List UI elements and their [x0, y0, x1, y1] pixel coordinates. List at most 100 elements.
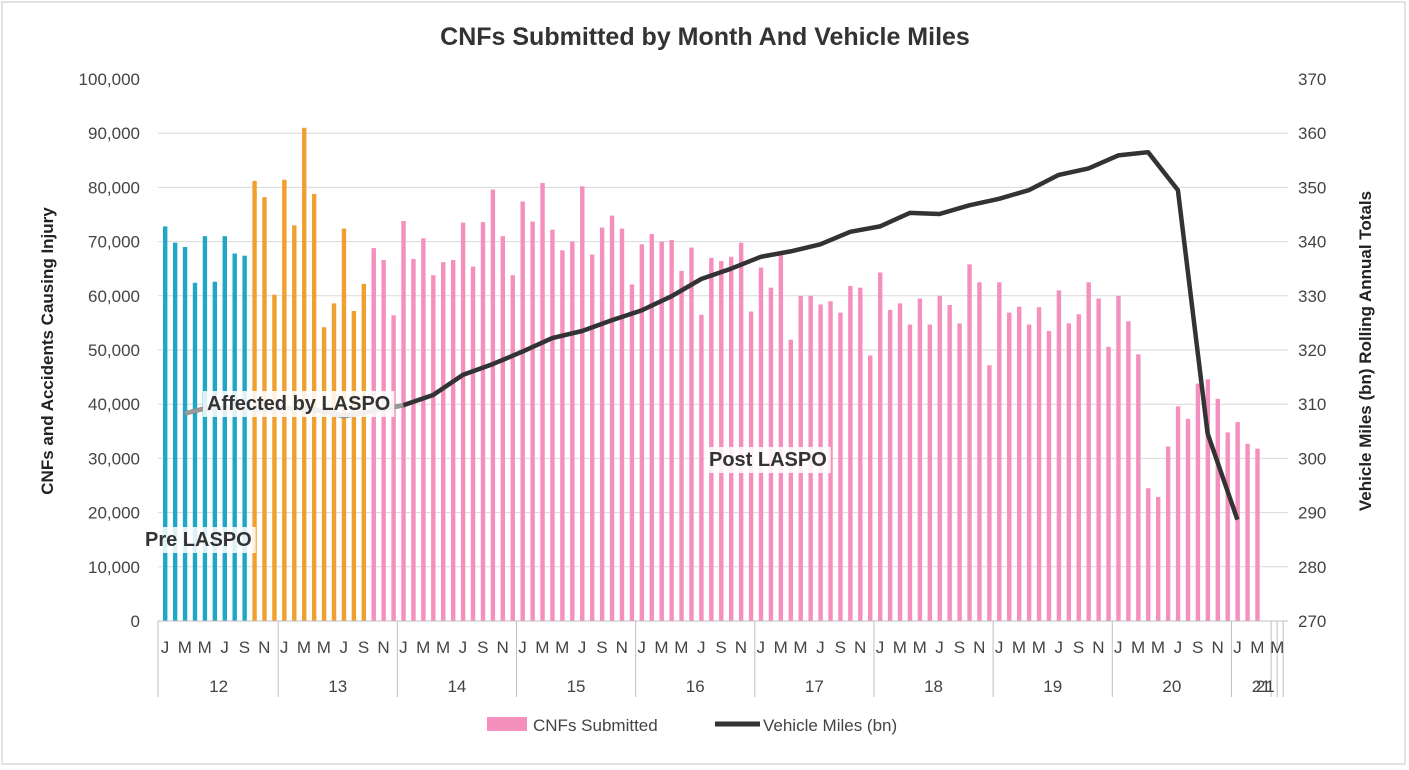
bar-cnfs: [540, 183, 545, 621]
month-tick-label: S: [596, 638, 607, 657]
y-tick-label: 10,000: [88, 558, 140, 577]
bar-cnfs: [987, 365, 992, 621]
month-tick-label: J: [280, 638, 289, 657]
y2-tick-label: 350: [1298, 178, 1326, 197]
month-tick-label: M: [1012, 638, 1026, 657]
bar-cnfs: [947, 305, 952, 621]
month-tick-label: J: [876, 638, 885, 657]
month-tick-label: M: [1131, 638, 1145, 657]
bar-cnfs: [1205, 379, 1211, 621]
y-axis-title: CNFs and Accidents Causing Injury: [38, 207, 57, 495]
annotation-affected-laspo: Affected by LASPO: [207, 393, 390, 415]
bar-cnfs: [1116, 295, 1121, 621]
y2-tick-label: 280: [1298, 558, 1326, 577]
y-tick-label: 30,000: [88, 449, 140, 468]
bar-cnfs: [182, 247, 188, 621]
year-tick-label: 17: [805, 677, 824, 696]
bar-cnfs: [758, 267, 764, 621]
chart-title: CNFs Submitted by Month And Vehicle Mile…: [440, 23, 970, 51]
tick-labels: 0 10,000 20,000 30,000 40,000 50,000 60,000 70,…: [79, 70, 1327, 696]
y-tick-label: 60,000: [88, 287, 140, 306]
bar-cnfs: [848, 286, 853, 621]
legend-label-miles: Vehicle Miles (bn): [763, 716, 897, 735]
annotation-pre-laspo-bg: [141, 527, 256, 553]
y2-tick-label: 290: [1298, 504, 1326, 523]
bar-cnfs: [550, 229, 555, 621]
bar-cnfs: [1225, 432, 1230, 621]
month-tick-label: J: [1114, 638, 1123, 657]
month-tick-label: M: [1151, 638, 1165, 657]
bar-cnfs: [719, 261, 724, 621]
month-tick-label: M: [913, 638, 927, 657]
bar-cnfs: [699, 314, 704, 621]
y-tick-label: 90,000: [88, 124, 140, 143]
bar-cnfs: [738, 242, 744, 621]
bar-cnfs: [659, 241, 664, 621]
bar-cnfs: [1007, 312, 1012, 621]
annotation-post-laspo: Post LASPO: [709, 449, 827, 471]
month-tick-label: M: [893, 638, 907, 657]
bar-cnfs: [292, 225, 297, 621]
bar-cnfs: [242, 255, 247, 621]
month-tick-label: S: [477, 638, 488, 657]
bar-cnfs: [778, 254, 784, 621]
bar-cnfs: [1056, 290, 1062, 621]
bar-cnfs: [937, 295, 942, 621]
y2-tick-label: 370: [1298, 70, 1326, 89]
y-tick-label: 40,000: [88, 395, 140, 414]
bar-cnfs: [887, 309, 893, 621]
bar-cnfs: [391, 315, 396, 621]
y2-tick-label: 310: [1298, 395, 1326, 414]
bar-cnfs: [480, 222, 486, 621]
month-tick-label: S: [1192, 638, 1203, 657]
month-tick-label: J: [637, 638, 646, 657]
y-tick-label: 100,000: [79, 70, 140, 89]
month-tick-label: M: [1250, 638, 1264, 657]
month-tick-label: M: [178, 638, 192, 657]
bar-cnfs: [1195, 383, 1201, 621]
month-tick-label: M: [1270, 638, 1284, 657]
y-tick-label: 70,000: [88, 233, 140, 252]
bar-cnfs: [1096, 298, 1101, 621]
bar-cnfs: [957, 323, 962, 621]
month-tick-label: J: [995, 638, 1004, 657]
bar-cnfs: [421, 238, 426, 621]
y-tick-label: 20,000: [88, 504, 140, 523]
y-tick-label: 0: [131, 612, 140, 631]
month-tick-label: N: [496, 638, 508, 657]
bar-cnfs: [1036, 307, 1042, 621]
year-tick-label: 15: [567, 677, 586, 696]
month-tick-label: M: [535, 638, 549, 657]
bar-cnfs: [510, 275, 515, 621]
bar-cnfs: [609, 215, 615, 622]
bar-cnfs: [431, 275, 436, 621]
bar-cnfs: [500, 236, 506, 621]
bar-cnfs: [1046, 331, 1052, 621]
month-tick-label: N: [258, 638, 270, 657]
year-tick-label: 21: [1252, 677, 1271, 696]
bar-cnfs: [1245, 443, 1250, 621]
month-tick-label: N: [377, 638, 389, 657]
bar-cnfs: [530, 221, 535, 621]
bar-cnfs: [172, 242, 178, 621]
bar-cnfs: [629, 284, 635, 621]
legend-swatch-cnfs: [487, 717, 527, 731]
bar-cnfs: [1106, 346, 1111, 621]
bar-cnfs: [1066, 323, 1072, 621]
y2-tick-label: 320: [1298, 341, 1326, 360]
bar-cnfs: [1175, 406, 1181, 621]
month-tick-label: M: [793, 638, 807, 657]
month-tick-label: M: [416, 638, 430, 657]
annotation-pre-laspo: Pre LASPO: [145, 529, 252, 551]
bar-cnfs: [877, 272, 883, 621]
bar-cnfs: [619, 228, 625, 622]
bar-cnfs: [520, 201, 525, 621]
bar-cnfs: [470, 266, 476, 621]
month-tick-label: M: [555, 638, 569, 657]
bar-cnfs: [1016, 306, 1022, 621]
bar-cnfs: [639, 244, 645, 621]
month-tick-label: J: [1233, 638, 1242, 657]
bar-cnfs: [1156, 496, 1161, 621]
